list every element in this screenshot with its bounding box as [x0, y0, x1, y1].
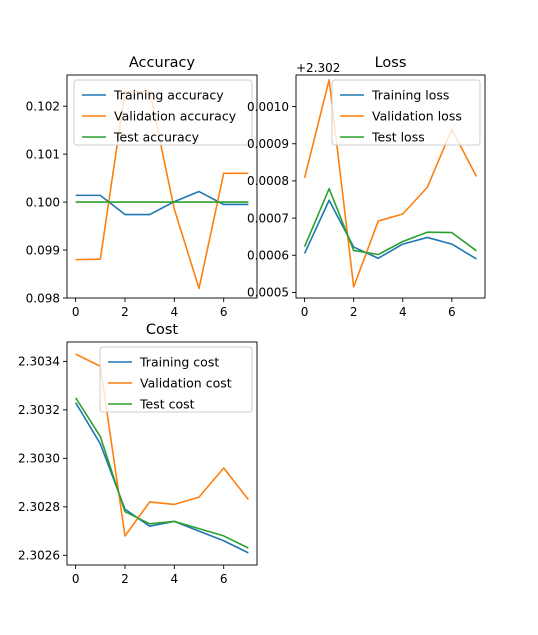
axes-frame	[295, 74, 486, 299]
y-tick-label: 0.0005	[247, 286, 289, 300]
x-tick-label: 6	[220, 572, 228, 586]
legend-entry-label: Validation accuracy	[114, 109, 237, 124]
y-tick-label: 2.3032	[18, 403, 60, 417]
x-tick-label: 4	[171, 572, 179, 586]
legend-box	[99, 346, 253, 413]
x-tick-label: 2	[121, 572, 129, 586]
y-tick-label: 2.3026	[18, 549, 60, 563]
y-tick-label: 0.098	[26, 291, 60, 305]
legend-entry-label: Test cost	[139, 397, 195, 412]
chart-accuracy-panel: Accuracy 0 2 4 6 0.098 0.099 0.100 0.101 0.102 Tra…	[26, 55, 258, 319]
legend-entry-label: Validation cost	[140, 376, 232, 391]
legend-entry-label: Validation loss	[372, 109, 462, 124]
x-tick-label: 4	[171, 305, 179, 319]
y-tick-label: 0.0007	[247, 211, 289, 225]
legend-box	[73, 79, 253, 146]
legend-entry-label: Test loss	[371, 130, 425, 145]
y-tick-label: 0.101	[26, 147, 60, 161]
legend-entry-label: Training accuracy	[113, 88, 224, 103]
y-tick-label: 0.0006	[247, 249, 289, 263]
chart-cost-panel: Cost 0 2 4 6 2.3026 2.3028 2.3030 2.3032 2.3034 Tr…	[18, 322, 258, 586]
y-tick-label: 0.0009	[247, 137, 289, 151]
y-tick-label: 0.102	[26, 99, 60, 113]
axes-frame	[66, 341, 258, 566]
chart-legend: Training accuracy Validation accuracy Test…	[73, 79, 253, 146]
axes-frame	[66, 74, 258, 299]
x-tick-label: 0	[72, 305, 80, 319]
series-line-training-accuracy	[75, 190, 249, 216]
series-line-test-loss	[303, 187, 477, 256]
series-line-training-cost	[74, 402, 249, 554]
legend-entry-label: Training cost	[139, 355, 219, 370]
x-tick-label: 6	[220, 305, 228, 319]
chart-loss-panel: Loss +2.302 0 2 4 6 0.0005 0.0006 0.0007 0.0008 0.…	[247, 55, 486, 319]
x-tick-label: 4	[399, 305, 407, 319]
chart-title: Accuracy	[129, 55, 196, 71]
x-tick-label: 0	[301, 305, 309, 319]
y-axis-offset-label: +2.302	[296, 61, 340, 75]
chart-title: Loss	[375, 55, 407, 71]
chart-legend: Training loss Validation loss Test loss	[331, 79, 481, 146]
x-tick-label: 2	[121, 305, 129, 319]
legend-entry-label: Test accuracy	[113, 130, 200, 145]
y-tick-label: 0.099	[26, 243, 60, 257]
y-tick-label: 2.3034	[18, 355, 60, 369]
x-tick-label: 6	[448, 305, 456, 319]
y-tick-label: 2.3028	[18, 500, 60, 514]
x-tick-label: 2	[350, 305, 358, 319]
legend-box	[331, 79, 481, 146]
y-tick-label: 0.100	[26, 195, 60, 209]
series-line-validation-accuracy	[75, 90, 249, 290]
y-tick-label: 0.0008	[247, 174, 289, 188]
y-tick-label: 2.3030	[18, 452, 60, 466]
series-line-training-loss	[303, 199, 477, 260]
x-tick-label: 0	[72, 572, 80, 586]
series-line-test-cost	[74, 397, 249, 549]
legend-entry-label: Training loss	[371, 88, 449, 103]
y-tick-label: 0.0010	[247, 100, 289, 114]
chart-title: Cost	[146, 322, 179, 338]
chart-legend: Training cost Validation cost Test cost	[99, 346, 253, 413]
